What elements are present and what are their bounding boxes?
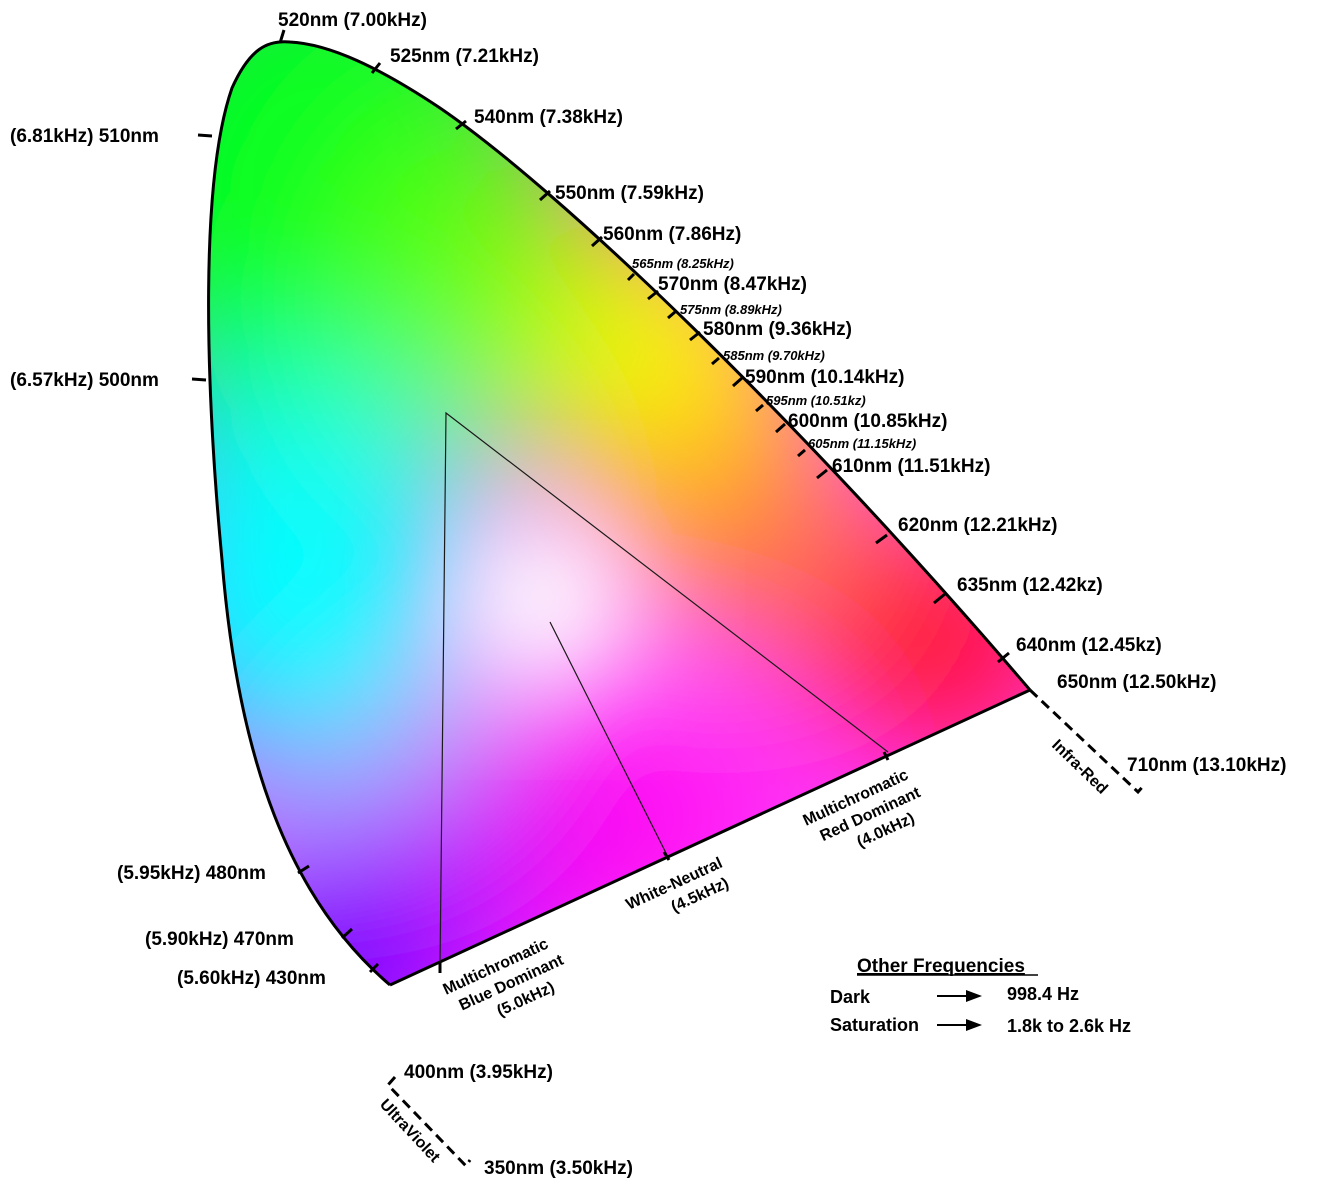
label-570nm: 570nm (8.47kHz) <box>658 274 807 295</box>
tick-white-neutral <box>662 851 671 861</box>
white-neutral-line <box>549 621 668 856</box>
label-595nm: 595nm (10.51kz) <box>766 393 866 408</box>
label-575nm: 575nm (8.89kHz) <box>680 302 782 317</box>
tick-580 <box>689 330 701 342</box>
label-430nm: (5.60kHz) 430nm <box>177 968 326 989</box>
tick-525 <box>370 62 382 74</box>
label-520nm: 520nm (7.00kHz) <box>278 10 427 31</box>
label-565nm: 565nm (8.25kHz) <box>632 256 734 271</box>
label-590nm: 590nm (10.14kHz) <box>745 367 904 388</box>
label-525nm: 525nm (7.21kHz) <box>390 46 539 67</box>
tick-640 <box>997 651 1010 664</box>
label-540nm: 540nm (7.38kHz) <box>474 107 623 128</box>
tick-510 <box>197 133 213 138</box>
tick-590 <box>732 376 743 388</box>
tick-575 <box>667 310 676 320</box>
label-550nm: 550nm (7.59kHz) <box>555 183 704 204</box>
label-350nm: 350nm (3.50kHz) <box>484 1158 633 1179</box>
tick-470 <box>340 927 354 940</box>
label-605nm: 605nm (11.15kHz) <box>808 436 916 451</box>
label-650nm: 650nm (12.50kHz) <box>1057 672 1216 693</box>
label-480nm: (5.95kHz) 480nm <box>117 863 266 884</box>
legend-saturation-label: Saturation <box>830 1015 919 1035</box>
legend-saturation-value: 1.8k to 2.6k Hz <box>1007 1016 1131 1036</box>
label-600nm: 600nm (10.85kHz) <box>788 411 947 432</box>
label-620nm: 620nm (12.21kHz) <box>898 515 1057 536</box>
label-infra-red: Infra-Red <box>1048 737 1110 798</box>
ultraviolet-extension <box>385 1076 472 1169</box>
label-585nm: 585nm (9.70kHz) <box>723 348 825 363</box>
tick-red-dominant <box>882 751 890 761</box>
wavelength-ticks <box>191 29 1010 974</box>
label-500nm: (6.57kHz) 500nm <box>10 370 159 391</box>
tick-595 <box>755 403 764 413</box>
tick-605 <box>797 448 806 458</box>
tick-500 <box>191 377 207 382</box>
label-640nm: 640nm (12.45kz) <box>1016 635 1162 656</box>
label-635nm: 635nm (12.42kz) <box>957 575 1103 596</box>
legend-title: Other Frequencies <box>857 956 1025 977</box>
tick-565 <box>626 272 636 282</box>
line-of-purples <box>389 688 1031 987</box>
tick-600 <box>775 422 786 434</box>
arrow-right-icon <box>937 990 982 1002</box>
label-560nm: 560nm (7.86Hz) <box>603 224 741 245</box>
label-610nm: 610nm (11.51kHz) <box>832 456 990 477</box>
infra-red-extension <box>1028 688 1147 795</box>
arrow-right-icon <box>937 1019 982 1031</box>
tick-620 <box>875 533 888 545</box>
label-710nm: 710nm (13.10kHz) <box>1127 755 1286 776</box>
label-470nm: (5.90kHz) 470nm <box>145 929 294 950</box>
tick-540 <box>455 119 467 131</box>
tick-480 <box>297 864 310 875</box>
spectral-locus-outline <box>207 40 1032 987</box>
legend-dark-label: Dark <box>830 987 871 1007</box>
legend-dark-value: 998.4 Hz <box>1007 984 1079 1004</box>
zone-triangle <box>439 411 889 969</box>
tick-430 <box>368 962 380 974</box>
tick-585 <box>711 356 720 366</box>
label-580nm: 580nm (9.36kHz) <box>703 319 852 340</box>
label-400nm: 400nm (3.95kHz) <box>404 1062 553 1083</box>
tick-610 <box>816 468 828 480</box>
tick-570 <box>647 289 659 301</box>
tick-520 <box>278 29 286 44</box>
other-frequencies-legend: Other Frequencies Dark 998.4 Hz Saturati… <box>830 956 1131 1036</box>
tick-560 <box>590 235 604 248</box>
label-510nm: (6.81kHz) 510nm <box>10 126 159 147</box>
tick-635 <box>933 592 946 605</box>
tick-550 <box>538 189 552 202</box>
